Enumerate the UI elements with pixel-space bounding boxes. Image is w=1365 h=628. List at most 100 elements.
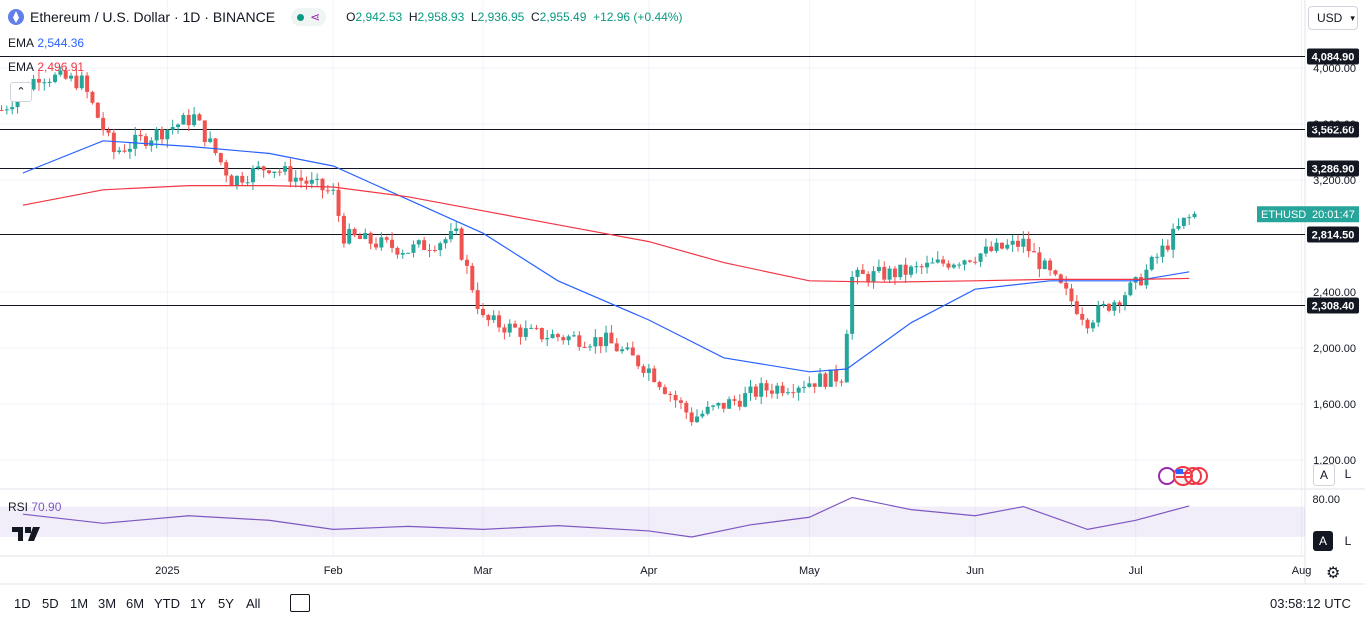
range-button-5d[interactable]: 5D bbox=[42, 596, 59, 611]
candle-body bbox=[427, 249, 432, 251]
price-tick-label: 2,000.00 bbox=[1313, 343, 1356, 355]
candle-body bbox=[850, 276, 855, 334]
current-price-tag-bg bbox=[1257, 206, 1359, 223]
candle-body bbox=[529, 327, 534, 329]
candle-body bbox=[620, 349, 625, 352]
market-status-pill[interactable]: ⋖ bbox=[291, 8, 327, 26]
log-scale-button[interactable]: L bbox=[1344, 467, 1352, 481]
level-label-bg bbox=[1307, 297, 1359, 314]
candle-body bbox=[111, 132, 116, 153]
candle-body bbox=[818, 373, 823, 387]
candle-body bbox=[882, 266, 887, 280]
candle-body bbox=[341, 215, 346, 244]
candle-body bbox=[1187, 217, 1192, 219]
ema-legend-2[interactable]: EMA 2,496.91 bbox=[8, 60, 85, 74]
date-range-calendar-icon[interactable] bbox=[290, 594, 310, 612]
candle-body bbox=[283, 166, 288, 172]
collapse-legend-button[interactable]: ⌃ bbox=[10, 82, 32, 102]
candle-body bbox=[780, 385, 785, 394]
candle-body bbox=[646, 368, 651, 373]
candle-body bbox=[293, 177, 298, 182]
candle-body bbox=[0, 110, 4, 111]
candle-body bbox=[577, 335, 582, 347]
price-tick-label: 1,600.00 bbox=[1313, 399, 1356, 411]
candle-body bbox=[224, 162, 229, 176]
rsi-log-scale-button[interactable]: L bbox=[1344, 534, 1352, 548]
range-button-1d[interactable]: 1D bbox=[14, 596, 31, 611]
candle-body bbox=[1149, 256, 1154, 270]
candle-body bbox=[748, 386, 753, 394]
candle-body bbox=[197, 114, 202, 121]
candle-body bbox=[481, 308, 485, 316]
candle-body bbox=[213, 138, 218, 154]
candle-body bbox=[743, 393, 748, 407]
level-label-bg bbox=[1307, 160, 1359, 177]
candle-body bbox=[989, 246, 994, 251]
candle-body bbox=[1106, 303, 1111, 311]
range-button-all[interactable]: All bbox=[246, 596, 261, 611]
candle-body bbox=[384, 237, 389, 240]
candle-body bbox=[36, 78, 41, 83]
tradingview-logo-icon[interactable] bbox=[12, 524, 42, 544]
currency-select[interactable]: USD ▾ bbox=[1308, 6, 1358, 30]
auto-scale-button[interactable]: A bbox=[1313, 464, 1335, 486]
candle-body bbox=[448, 231, 453, 240]
candle-body bbox=[1021, 238, 1026, 247]
current-price-tag[interactable]: ETHUSD bbox=[1261, 209, 1306, 221]
candle-body bbox=[759, 383, 764, 397]
candle-body bbox=[106, 130, 111, 133]
candle-body bbox=[69, 75, 74, 79]
candle-body bbox=[1139, 277, 1144, 286]
candle-body bbox=[315, 178, 320, 180]
candle-body bbox=[85, 75, 90, 92]
candle-body bbox=[983, 246, 988, 254]
candle-body bbox=[1053, 270, 1058, 275]
rsi-auto-scale-button[interactable]: A bbox=[1313, 531, 1333, 551]
events-icon[interactable] bbox=[1157, 466, 1209, 486]
rsi-legend[interactable]: RSI 70.90 bbox=[8, 500, 62, 514]
candle-body bbox=[331, 189, 336, 191]
range-button-3m[interactable]: 3M bbox=[98, 596, 117, 611]
range-button-6m[interactable]: 6M bbox=[126, 596, 145, 611]
candle-body bbox=[1171, 228, 1176, 250]
rsi-band bbox=[0, 506, 1305, 537]
candle-body bbox=[1112, 302, 1117, 311]
candle-body bbox=[117, 150, 122, 153]
range-button-1y[interactable]: 1Y bbox=[190, 596, 206, 611]
candle-body bbox=[561, 337, 566, 341]
symbol-title[interactable]: Ethereum / U.S. Dollar · 1D · BINANCE bbox=[30, 9, 276, 25]
candle-body bbox=[165, 129, 170, 140]
candle-body bbox=[122, 150, 127, 152]
candle-body bbox=[422, 240, 427, 250]
range-button-1m[interactable]: 1M bbox=[70, 596, 89, 611]
candle-body bbox=[967, 260, 972, 262]
settings-gear-icon[interactable]: ⚙ bbox=[1326, 565, 1341, 582]
range-button-ytd[interactable]: YTD bbox=[154, 596, 180, 611]
rsi-pane bbox=[0, 496, 1305, 538]
candle-body bbox=[470, 265, 475, 291]
candle-body bbox=[400, 253, 405, 255]
candle-body bbox=[240, 175, 245, 183]
current-price-time: 20:01:47 bbox=[1312, 209, 1355, 221]
candle-body bbox=[245, 182, 250, 184]
utc-clock[interactable]: 03:58:12 UTC bbox=[1270, 596, 1351, 611]
level-label-bg bbox=[1307, 121, 1359, 138]
candle-body bbox=[186, 115, 191, 126]
candle-body bbox=[1032, 251, 1037, 253]
range-button-5y[interactable]: 5Y bbox=[218, 596, 234, 611]
candle-body bbox=[149, 140, 154, 146]
candle-body bbox=[598, 337, 603, 347]
candle-body bbox=[727, 399, 732, 409]
candle-body bbox=[416, 240, 421, 245]
price-axis: 4,000.00 3,600.00 3,200.00 2,400.00 2,000.00… bbox=[1257, 63, 1359, 506]
candle-body bbox=[887, 268, 892, 280]
candle-body bbox=[234, 175, 239, 187]
share-icon[interactable]: ⋖ bbox=[310, 10, 321, 24]
candle-body bbox=[684, 402, 689, 413]
ema-legend-1[interactable]: EMA 2,544.36 bbox=[8, 36, 85, 50]
candle-body bbox=[464, 259, 469, 266]
price-tick-label: 3,200.00 bbox=[1313, 175, 1356, 187]
candle-body bbox=[935, 259, 940, 263]
candle-body bbox=[1144, 269, 1149, 286]
